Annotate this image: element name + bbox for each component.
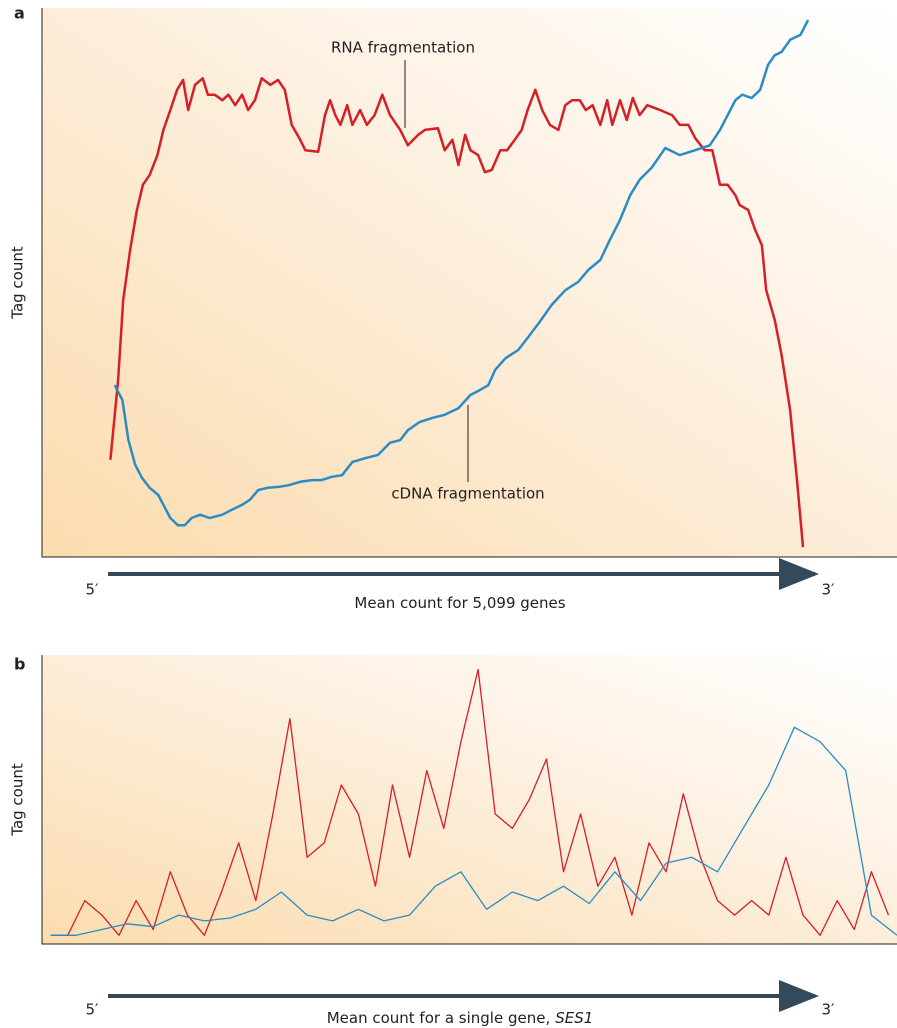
y-axis-label: Tag count	[9, 246, 27, 320]
panel-label: b	[14, 655, 25, 674]
series-line	[109, 77, 805, 548]
x-axis-label: Mean count for 5,099 genes	[354, 594, 565, 612]
x-axis-label-text: Mean count for 5,099 genes	[354, 594, 565, 612]
series-line	[113, 19, 810, 527]
axes	[41, 8, 897, 558]
series-annotation: RNA fragmentation	[331, 39, 475, 57]
series-line	[50, 668, 890, 936]
plot-background	[42, 655, 897, 944]
y-axis-label: Tag count	[9, 763, 27, 837]
series-line	[50, 726, 897, 936]
x-axis-label-gene: SES1	[555, 1009, 593, 1027]
chart-panel: b Tag count 5′ 3′ Mean count for a single ge…	[9, 655, 897, 1027]
chart-panel: a Tag count RNA fragmentation cDNA fragment…	[9, 4, 897, 612]
x-start-label: 5′	[86, 581, 100, 599]
x-axis-label-text: Mean count for a single gene,	[327, 1009, 551, 1027]
x-end-label: 3′	[822, 581, 836, 599]
plot-background	[42, 8, 897, 557]
panel-label: a	[14, 4, 25, 23]
series-annotation: cDNA fragmentation	[391, 485, 544, 503]
axes	[41, 655, 897, 945]
x-start-label: 5′	[86, 1001, 100, 1019]
x-end-label: 3′	[822, 1001, 836, 1019]
x-axis-label: Mean count for a single gene, SES1	[327, 1009, 594, 1027]
